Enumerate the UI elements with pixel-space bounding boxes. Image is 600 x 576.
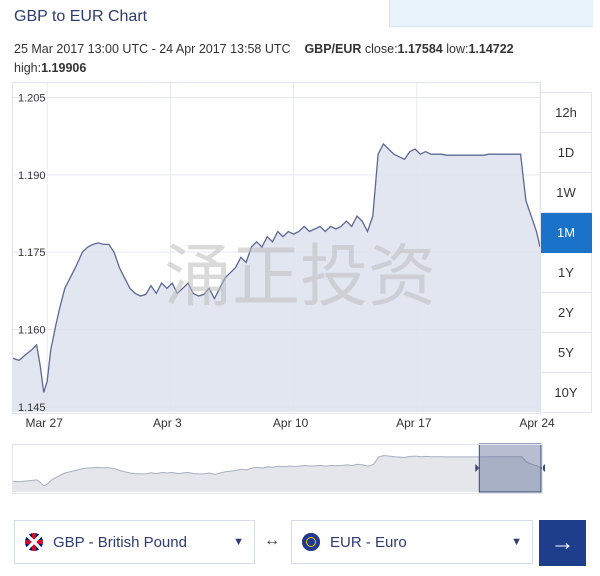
range-button-2y[interactable]: 2Y — [540, 293, 592, 333]
chevron-down-icon: ▼ — [233, 536, 244, 548]
price-line — [11, 142, 541, 393]
high-value: 1.19906 — [41, 61, 87, 75]
navigator-right-handle-icon — [541, 464, 545, 472]
low-value: 1.14722 — [468, 42, 514, 56]
x-tick-label: Apr 24 — [519, 416, 555, 430]
y-tick-label: 1.145 — [18, 402, 46, 414]
chevron-down-icon: ▼ — [511, 536, 522, 548]
swap-icon[interactable]: ↔ — [264, 532, 280, 549]
to-currency-label: EUR - Euro — [330, 533, 407, 551]
low-label: low: — [446, 42, 469, 56]
top-panel — [389, 0, 593, 27]
navigator-left-handle-icon — [475, 464, 480, 472]
x-tick-label: Apr 10 — [273, 416, 309, 430]
range-button-1w[interactable]: 1W — [540, 173, 592, 213]
navigator-area — [12, 455, 541, 492]
date-range: 25 Mar 2017 13:00 UTC - 24 Apr 2017 13:5… — [14, 42, 291, 56]
to-currency-select[interactable]: EUR - Euro ▼ — [291, 520, 533, 564]
watermark: 涌正投资 — [164, 238, 436, 317]
range-button-1m[interactable]: 1M — [540, 213, 592, 253]
range-selector: 12h 1D 1W 1M 1Y 2Y 5Y 10Y — [540, 92, 592, 413]
convert-button[interactable]: → — [539, 520, 586, 566]
range-button-1d[interactable]: 1D — [540, 133, 592, 173]
y-tick-label: 1.190 — [18, 170, 46, 182]
y-tick-label: 1.160 — [18, 325, 46, 337]
y-tick-label: 1.205 — [18, 92, 46, 104]
navigator-line — [11, 454, 542, 487]
chart-info: 25 Mar 2017 13:00 UTC - 24 Apr 2017 13:5… — [14, 40, 594, 78]
uk-flag-icon — [25, 533, 43, 551]
close-value: 1.17584 — [397, 42, 443, 56]
range-button-5y[interactable]: 5Y — [540, 333, 592, 373]
y-tick-label: 1.175 — [18, 247, 46, 259]
range-button-10y[interactable]: 10Y — [540, 373, 592, 413]
eu-flag-icon — [302, 533, 320, 551]
close-label: close: — [364, 42, 398, 56]
x-tick-label: Apr 17 — [396, 416, 432, 430]
high-label: high: — [14, 61, 42, 75]
x-tick-label: Apr 3 — [153, 416, 182, 430]
range-button-12h[interactable]: 12h — [540, 92, 592, 133]
x-tick-label: Mar 27 — [26, 416, 64, 430]
from-currency-label: GBP - British Pound — [53, 533, 187, 551]
price-area — [12, 143, 540, 412]
page-title: GBP to EUR Chart — [14, 8, 148, 25]
from-currency-select[interactable]: GBP - British Pound ▼ — [14, 520, 255, 564]
range-button-1y[interactable]: 1Y — [540, 253, 592, 293]
navigator-window — [478, 443, 542, 493]
pair-label: GBP/EUR — [304, 42, 362, 56]
